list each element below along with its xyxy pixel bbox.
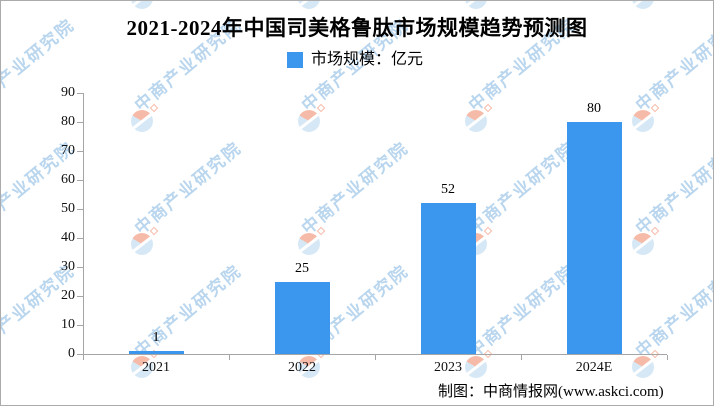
watermark-unit: 中商产业研究院 [131, 261, 245, 378]
askci-logo-icon [632, 356, 654, 378]
watermark-text: 中商产业研究院 [298, 138, 413, 239]
watermark-unit: 中商产业研究院 [465, 261, 579, 378]
y-axis-tick-label: 50 [61, 201, 75, 216]
askci-logo-icon [298, 356, 320, 378]
legend: 市场规模：亿元 [287, 51, 423, 68]
askci-logo-icon [465, 356, 487, 378]
bar [128, 351, 184, 354]
watermark-text: 中商产业研究院 [131, 261, 246, 362]
y-axis-tick [77, 122, 83, 123]
x-axis-line [83, 354, 667, 355]
chart-title: 2021-2024年中国司美格鲁肽市场规模趋势预测图 [126, 16, 588, 40]
watermark-text: 中商产业研究院 [465, 261, 580, 362]
watermark-unit: 中商产业研究院 [298, 1, 320, 9]
watermark-unit: 中商产业研究院 [632, 261, 713, 378]
watermark-unit: 中商产业研究院 [131, 138, 245, 255]
bar-value-label: 1 [152, 330, 160, 345]
askci-logo-icon [298, 1, 320, 9]
askci-logo-icon [632, 110, 654, 132]
watermark-unit: 中商产业研究院 [465, 15, 579, 132]
y-axis-tick-label: 40 [61, 230, 75, 245]
attribution-text: 制图：中商情报网(www.askci.com) [438, 384, 664, 400]
y-axis-tick [77, 238, 83, 239]
y-axis-tick [77, 296, 83, 297]
legend-label: 市场规模：亿元 [311, 51, 424, 68]
y-axis-tick-label: 10 [61, 317, 75, 332]
bar [420, 203, 476, 354]
bar [566, 122, 622, 354]
askci-logo-icon [131, 1, 153, 9]
y-axis-tick [77, 180, 83, 181]
y-axis-tick [77, 209, 83, 210]
x-axis-category-label: 2021 [142, 360, 170, 375]
y-axis-tick-label: 80 [61, 114, 75, 129]
y-axis-tick-label: 70 [61, 143, 75, 158]
x-axis-category-label: 2024E [575, 360, 613, 375]
watermark-unit: 中商产业研究院 [298, 261, 412, 378]
watermark-unit: 中商产业研究院 [131, 15, 245, 132]
bar-value-label: 80 [587, 101, 601, 116]
askci-logo-icon [298, 233, 320, 255]
x-axis-tick [375, 355, 376, 360]
bar-value-label: 52 [441, 182, 455, 198]
watermark-text: 中商产业研究院 [632, 261, 714, 362]
watermark-unit: 中商产业研究院 [298, 15, 412, 132]
askci-logo-icon [465, 1, 487, 9]
askci-logo-icon [632, 1, 654, 9]
x-axis-tick [667, 355, 668, 360]
y-axis-tick-label: 30 [61, 259, 75, 274]
watermark-unit: 中商产业研究院 [632, 138, 713, 255]
watermark-text: 中商产业研究院 [465, 138, 580, 239]
askci-logo-icon [131, 356, 153, 378]
y-axis-tick [77, 151, 83, 152]
askci-logo-icon [465, 110, 487, 132]
y-axis-tick [77, 93, 83, 94]
watermark-text: 中商产业研究院 [131, 138, 246, 239]
y-axis-tick [77, 325, 83, 326]
x-axis-tick [229, 355, 230, 360]
x-axis-tick [83, 355, 84, 360]
watermark-text: 中商产业研究院 [632, 138, 714, 239]
y-axis-tick-label: 0 [68, 346, 75, 361]
askci-logo-icon [131, 110, 153, 132]
watermark-unit: 中商产业研究院 [632, 15, 713, 132]
y-axis-tick-label: 60 [61, 172, 75, 187]
y-axis-tick-label: 20 [61, 288, 75, 303]
askci-logo-icon [632, 233, 654, 255]
y-axis-tick-label: 90 [61, 85, 75, 100]
x-axis-category-label: 2023 [434, 360, 462, 375]
legend-swatch-icon [287, 51, 303, 68]
y-axis-tick [77, 267, 83, 268]
watermark-unit: 中商产业研究院 [632, 1, 654, 9]
askci-logo-icon [131, 233, 153, 255]
bar [274, 281, 330, 354]
x-axis-tick [521, 355, 522, 360]
watermark-unit: 中商产业研究院 [131, 1, 153, 9]
y-axis-line [83, 93, 84, 354]
askci-logo-icon [298, 110, 320, 132]
y-axis-tick [77, 354, 83, 355]
bar-value-label: 25 [295, 260, 309, 276]
watermark-unit: 中商产业研究院 [298, 138, 412, 255]
x-axis-category-label: 2022 [288, 360, 316, 375]
watermark-unit: 中商产业研究院 [465, 1, 487, 9]
